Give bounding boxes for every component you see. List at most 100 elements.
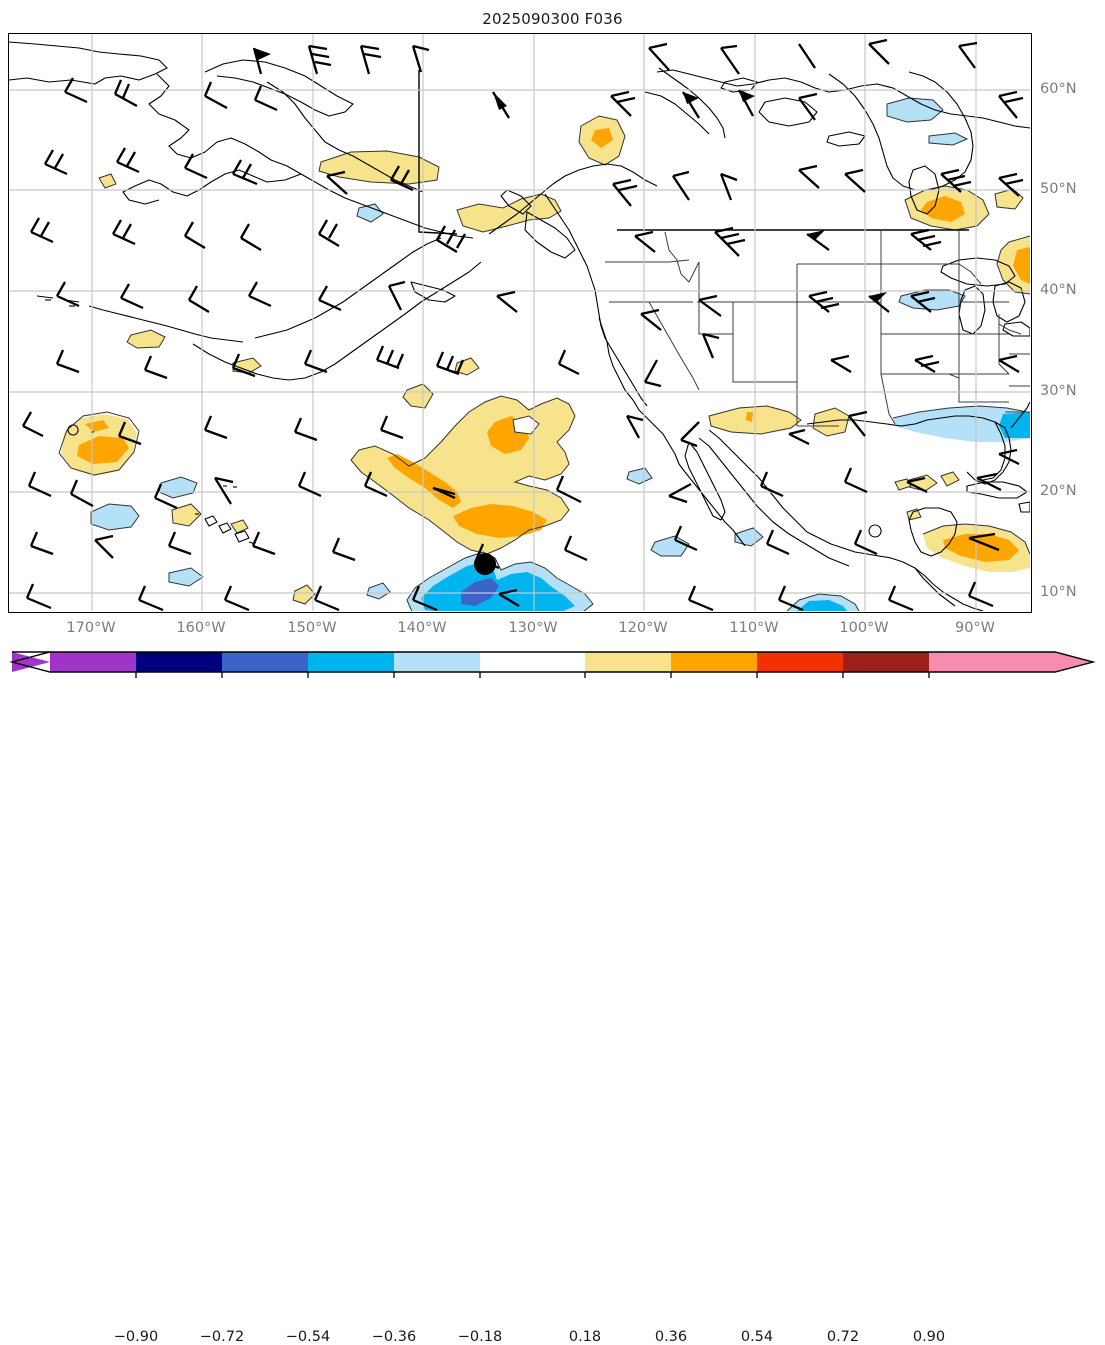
wind-barb bbox=[331, 537, 356, 562]
wind-barb bbox=[120, 283, 144, 310]
wind-barb bbox=[248, 281, 272, 308]
wind-barb bbox=[363, 471, 388, 498]
contour-fill-pos-goa bbox=[319, 151, 439, 184]
island-hawaii3 bbox=[234, 530, 250, 543]
contour-fill-neg-can1 bbox=[887, 98, 943, 122]
border-ks-ok bbox=[880, 334, 959, 375]
wind-barb bbox=[411, 44, 430, 73]
coastline-alaska-west bbox=[122, 73, 302, 205]
coastline-alaska-south bbox=[300, 173, 474, 239]
map-panel[interactable] bbox=[8, 33, 1032, 613]
wind-barb bbox=[968, 532, 1000, 552]
wind-barb bbox=[303, 349, 328, 374]
wind-barb bbox=[22, 411, 44, 438]
lon-label-170W: 170°W bbox=[66, 620, 116, 636]
wind-barb bbox=[868, 38, 890, 65]
border-sd-nd bbox=[880, 230, 959, 265]
contour-fill-neg-trop-core bbox=[461, 578, 499, 606]
wind-barb bbox=[910, 290, 936, 313]
contour-fill-pos-sm2 bbox=[232, 357, 262, 374]
contour-fill-pos-sm6 bbox=[292, 584, 316, 605]
lake-winnipeg bbox=[908, 165, 940, 215]
contour-line-neg-p2 bbox=[90, 503, 140, 531]
wind-barb bbox=[798, 43, 816, 69]
wind-barb bbox=[496, 290, 518, 313]
wind-barb bbox=[184, 221, 206, 249]
lat-label-50N: 50°N bbox=[1040, 181, 1077, 197]
contour-line-pos-main bbox=[350, 395, 576, 555]
coastline-hudson-extra bbox=[658, 67, 726, 139]
wind-barb bbox=[910, 228, 942, 251]
wind-barb bbox=[887, 585, 914, 611]
wind-barb bbox=[69, 479, 94, 508]
wind-barb bbox=[117, 421, 142, 446]
contour-line-neg-gulf bbox=[892, 405, 1028, 419]
border-mi-oh bbox=[998, 323, 1022, 335]
island-hispaniola bbox=[1018, 501, 1030, 513]
wind-barb bbox=[116, 147, 140, 174]
border-ut-co bbox=[733, 301, 798, 382]
contour-fill-pos-sm8 bbox=[98, 173, 117, 189]
wind-barb bbox=[714, 226, 746, 257]
wind-barb bbox=[143, 355, 168, 380]
lon-label-120W: 120°W bbox=[618, 620, 668, 636]
island-hawaii2 bbox=[218, 522, 232, 534]
wind-barb bbox=[673, 525, 698, 552]
contour-fill-neg-p3 bbox=[168, 567, 204, 587]
contour-fill-pos-car-core bbox=[943, 534, 1019, 562]
border-ia-mo bbox=[958, 302, 1009, 335]
island-arctic2 bbox=[644, 91, 710, 135]
coastline-aleutian-arc bbox=[192, 261, 482, 381]
colorbar-label-7: 0.54 bbox=[740, 1329, 774, 1345]
colorbar-bands bbox=[12, 652, 1093, 672]
colorbar-extend-under bbox=[12, 652, 50, 672]
wind-barb bbox=[29, 531, 54, 556]
lake-great-slave bbox=[758, 97, 818, 127]
wind-barb bbox=[240, 223, 262, 251]
colorbar-band-1 bbox=[136, 652, 222, 672]
page-title: 2025090300 F036 bbox=[482, 10, 623, 28]
lon-label-100W: 100°W bbox=[839, 620, 889, 636]
border-nm-tx bbox=[796, 382, 839, 427]
wind-barb bbox=[318, 219, 340, 247]
contour-fill-pos1-core bbox=[77, 436, 129, 464]
colorbar-band-8 bbox=[757, 652, 843, 672]
wind-barb bbox=[798, 92, 818, 121]
coastline-baja bbox=[684, 441, 726, 521]
border-ak-yukon bbox=[418, 70, 458, 235]
wind-barb bbox=[492, 91, 510, 119]
wind-barbs bbox=[22, 38, 1024, 611]
colorbar[interactable]: −0.90 −0.72 −0.54 −0.36 −0.18 0.18 0.36 … bbox=[0, 645, 1105, 1345]
coastline-atlantic bbox=[1010, 401, 1030, 429]
wind-barb bbox=[184, 153, 208, 180]
wind-barb bbox=[643, 359, 662, 388]
wind-barb bbox=[25, 583, 52, 610]
colorbar-band-6 bbox=[585, 652, 671, 672]
wind-barb bbox=[848, 410, 868, 437]
coastline-yucatan bbox=[908, 507, 958, 557]
contour-fill-pos-sm7 bbox=[230, 519, 249, 534]
wind-barb bbox=[998, 354, 1020, 373]
colorbar-label-9: 0.90 bbox=[912, 1329, 946, 1345]
wind-barb bbox=[390, 165, 414, 192]
map-gridlines bbox=[9, 34, 1030, 611]
lat-label-40N: 40°N bbox=[1040, 282, 1077, 298]
wind-barb bbox=[914, 354, 940, 373]
wind-barb bbox=[30, 217, 54, 244]
wind-barb bbox=[668, 482, 692, 504]
lon-label-110W: 110°W bbox=[729, 620, 779, 636]
contour-fill-neg-gulf-core bbox=[999, 412, 1030, 438]
colorbar-band-2 bbox=[222, 652, 308, 672]
coastline-cuba bbox=[966, 481, 1028, 499]
lake-superior bbox=[940, 257, 1016, 287]
wind-barb bbox=[251, 531, 276, 556]
state-borders bbox=[605, 230, 1030, 427]
lat-label-30N: 30°N bbox=[1040, 383, 1077, 399]
contour-fill-neg-gulf bbox=[893, 406, 1030, 442]
lake-michigan bbox=[958, 285, 986, 335]
colorbar-canvas bbox=[9, 651, 1096, 678]
contour-fill-neg-p2 bbox=[91, 504, 139, 530]
wind-barb bbox=[844, 168, 866, 193]
island-circle1 bbox=[67, 424, 79, 436]
lake-huron bbox=[992, 281, 1026, 323]
